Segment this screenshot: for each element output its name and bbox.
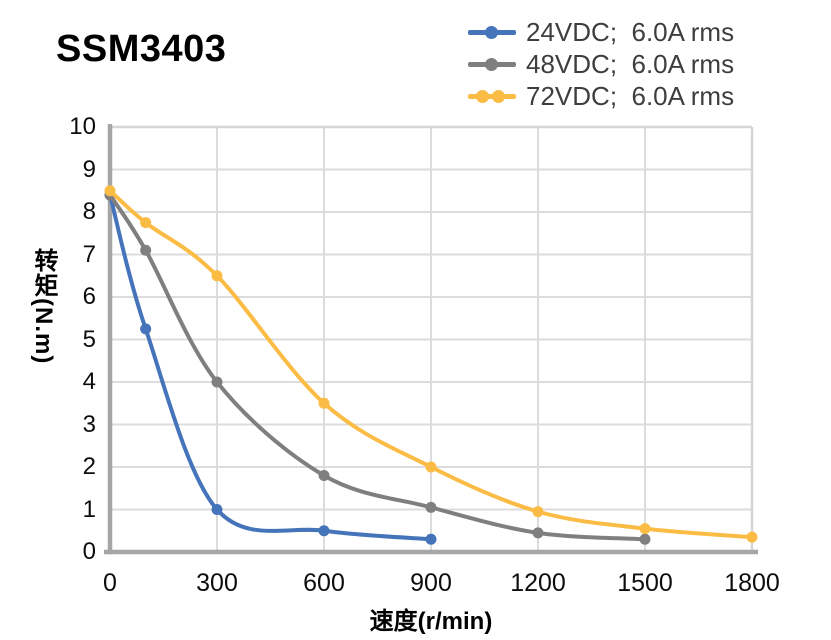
x-tick-label: 900	[410, 569, 452, 597]
data-point-24vdc	[211, 504, 223, 515]
data-point-48vdc	[140, 244, 152, 256]
plot-area	[104, 124, 758, 555]
legend-marker-dot	[485, 25, 498, 39]
legend-item-24vdc: 24VDC; 6.0A rms	[468, 16, 734, 48]
legend-label-24vdc: 24VDC; 6.0A rms	[526, 17, 735, 47]
curve-72vdc	[108, 188, 754, 540]
legend-item-72vdc: 72VDC; 6.0A rms	[468, 80, 734, 112]
data-point-48vdc	[211, 376, 223, 388]
data-point-72vdc	[746, 531, 758, 543]
data-point-24vdc	[425, 533, 437, 545]
data-point-72vdc	[318, 397, 330, 409]
data-point-48vdc	[318, 470, 330, 481]
data-point-72vdc	[532, 506, 544, 518]
curve-48vdc	[108, 193, 647, 542]
data-point-24vdc	[140, 323, 152, 335]
legend-marker-dot	[485, 57, 498, 71]
legend-item-48vdc: 48VDC; 6.0A rms	[468, 48, 734, 80]
y-tick-label: 10	[69, 113, 96, 140]
y-tick-label: 7	[82, 240, 96, 268]
legend-marker-dot	[476, 89, 489, 103]
data-point-48vdc	[425, 501, 437, 513]
legend-marker-dot	[492, 89, 505, 103]
y-tick-label: 2	[82, 453, 96, 480]
y-tick-label: 5	[82, 325, 96, 353]
y-tick-label: 0	[82, 538, 96, 565]
x-tick-label: 1200	[510, 569, 566, 597]
y-axis-title: 转矩(N.m)	[30, 248, 57, 365]
data-point-72vdc	[140, 217, 152, 229]
legend-marker-48vdc	[468, 56, 516, 72]
curve-24vdc	[108, 193, 433, 542]
legend-label-48vdc: 48VDC; 6.0A rms	[526, 49, 735, 79]
y-tick-label: 4	[82, 368, 96, 395]
page-title: SSM3403	[56, 28, 227, 70]
data-point-48vdc	[532, 527, 544, 539]
data-point-24vdc	[318, 525, 330, 537]
legend-marker-72vdc	[468, 88, 516, 104]
y-tick-label: 8	[82, 198, 96, 225]
x-tick-label: 0	[103, 569, 117, 597]
y-tick-label: 9	[82, 155, 96, 183]
y-tick-label: 1	[82, 495, 96, 523]
y-tick-label: 6	[82, 283, 96, 310]
y-tick-label: 3	[82, 410, 96, 438]
data-point-72vdc	[639, 523, 651, 535]
data-point-72vdc	[211, 270, 223, 282]
legend-label-72vdc: 72VDC; 6.0A rms	[526, 81, 735, 111]
x-tick-label: 600	[303, 569, 345, 597]
data-point-72vdc	[425, 461, 437, 473]
data-point-48vdc	[639, 533, 651, 545]
legend-marker-24vdc	[468, 24, 516, 40]
chart-legend: 24VDC; 6.0A rms 48VDC; 6.0A rms 72VDC; 6…	[468, 16, 734, 112]
x-tick-label: 1500	[617, 569, 673, 597]
data-point-72vdc	[104, 185, 116, 197]
x-axis-title: 速度(r/min)	[369, 608, 493, 635]
x-tick-label: 1800	[724, 569, 780, 597]
x-tick-label: 300	[196, 569, 238, 597]
